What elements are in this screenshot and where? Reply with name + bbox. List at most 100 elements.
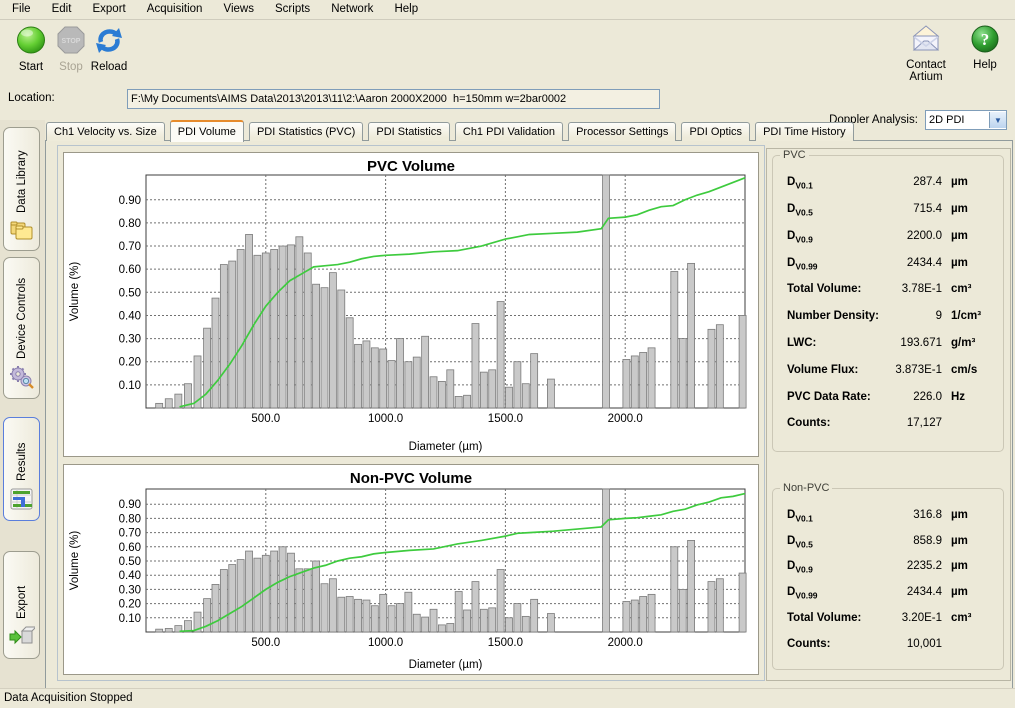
svg-text:0.50: 0.50 xyxy=(119,287,141,299)
stat-value: 316.8 xyxy=(813,509,951,521)
sidebar-item-data-library[interactable]: Data Library xyxy=(3,127,40,251)
gears-icon xyxy=(9,365,35,392)
svg-text:0.90: 0.90 xyxy=(119,195,141,207)
stat-value: 226.0 xyxy=(871,391,951,403)
stat-value: 2235.2 xyxy=(813,560,951,572)
stat-row-dv05: DV0.5 715.4 µm xyxy=(773,203,1003,217)
stat-unit: 1/cm³ xyxy=(951,310,995,322)
help-button[interactable]: ? Help xyxy=(964,24,1006,71)
stat-unit: cm³ xyxy=(951,283,995,295)
envelope-icon xyxy=(908,45,944,57)
stat-subscript: V0.5 xyxy=(795,539,813,549)
reload-icon xyxy=(93,47,125,59)
tab-pdi-optics[interactable]: PDI Optics xyxy=(681,122,750,141)
menu-acquisition[interactable]: Acquisition xyxy=(138,0,212,17)
svg-text:1000.0: 1000.0 xyxy=(368,413,403,425)
stat-row-dv01: DV0.1 287.4 µm xyxy=(773,176,1003,190)
stat-label: Total Volume: xyxy=(787,283,861,295)
menu-help[interactable]: Help xyxy=(385,0,427,17)
svg-text:500.0: 500.0 xyxy=(251,637,280,649)
stat-row-dv01: DV0.1 316.8 µm xyxy=(773,509,1003,523)
stat-row-number-density: Number Density: 9 1/cm³ xyxy=(773,310,1003,324)
pvc-volume-chart: 0.100.200.300.400.500.600.700.800.90500.… xyxy=(63,152,759,457)
non-pvc-stats-title: Non-PVC xyxy=(780,482,832,494)
stat-row-lwc: LWC: 193.671 g/m³ xyxy=(773,337,1003,351)
menu-file[interactable]: File xyxy=(3,0,40,17)
export-icon xyxy=(9,625,35,652)
svg-text:1500.0: 1500.0 xyxy=(488,637,523,649)
tab-ch1-velocity-vs-size[interactable]: Ch1 Velocity vs. Size xyxy=(46,122,165,141)
stat-row-total-volume: Total Volume: 3.78E-1 cm³ xyxy=(773,283,1003,297)
svg-text:0.90: 0.90 xyxy=(119,499,141,511)
location-input[interactable] xyxy=(127,89,660,109)
tab-processor-settings[interactable]: Processor Settings xyxy=(568,122,676,141)
sidebar-item-label: Export xyxy=(16,559,28,619)
location-row: Location: xyxy=(0,88,1015,110)
svg-text:1500.0: 1500.0 xyxy=(488,413,523,425)
stat-value: 2434.4 xyxy=(818,586,951,598)
status-bar: Data Acquisition Stopped xyxy=(0,688,1015,708)
stat-unit: µm xyxy=(951,257,995,269)
stat-value: 17,127 xyxy=(830,417,951,429)
stat-unit: g/m³ xyxy=(951,337,995,349)
toolbar: Start STOP Stop Reload xyxy=(0,20,1015,84)
stat-subscript: V0.99 xyxy=(795,591,817,601)
tab-pdi-time-history[interactable]: PDI Time History xyxy=(755,122,854,141)
svg-text:500.0: 500.0 xyxy=(251,413,280,425)
stat-value: 3.873E-1 xyxy=(858,364,951,376)
stat-value: 3.78E-1 xyxy=(861,283,951,295)
stat-row-dv099: DV0.99 2434.4 µm xyxy=(773,586,1003,600)
menu-bar: File Edit Export Acquisition Views Scrip… xyxy=(0,0,1015,20)
svg-text:0.40: 0.40 xyxy=(119,310,141,322)
svg-text:2000.0: 2000.0 xyxy=(608,637,643,649)
menu-scripts[interactable]: Scripts xyxy=(266,0,319,17)
svg-text:0.50: 0.50 xyxy=(119,556,141,568)
svg-text:0.60: 0.60 xyxy=(119,542,141,554)
non-pvc-volume-chart-title: Non-PVC Volume xyxy=(64,470,758,487)
stat-subscript: V0.1 xyxy=(795,513,813,523)
svg-text:0.30: 0.30 xyxy=(119,584,141,596)
tab-pdi-statistics-pvc[interactable]: PDI Statistics (PVC) xyxy=(249,122,363,141)
pvc-stats-group: PVC DV0.1 287.4 µm DV0.5 715.4 µm DV0.9 … xyxy=(772,155,1004,452)
svg-text:Volume (%): Volume (%) xyxy=(69,531,81,591)
stat-subscript: V0.9 xyxy=(795,234,813,244)
stat-label: Counts: xyxy=(787,638,830,650)
tab-pdi-statistics[interactable]: PDI Statistics xyxy=(368,122,449,141)
svg-text:Volume (%): Volume (%) xyxy=(69,262,81,322)
svg-text:0.10: 0.10 xyxy=(119,380,141,392)
stat-label: Number Density: xyxy=(787,310,879,322)
sidebar-item-results[interactable]: Results xyxy=(3,417,40,521)
location-label: Location: xyxy=(8,92,55,104)
svg-text:0.80: 0.80 xyxy=(119,513,141,525)
stat-value: 10,001 xyxy=(830,638,951,650)
reload-button[interactable]: Reload xyxy=(84,24,134,73)
stat-value: 2200.0 xyxy=(813,230,951,242)
stat-row-counts: Counts: 10,001 xyxy=(773,638,1003,652)
stat-unit: µm xyxy=(951,230,995,242)
non-pvc-stats-group: Non-PVC DV0.1 316.8 µm DV0.5 858.9 µm DV… xyxy=(772,488,1004,670)
start-icon xyxy=(15,47,47,59)
menu-network[interactable]: Network xyxy=(322,0,382,17)
contact-artium-button[interactable]: Contact Artium xyxy=(890,24,962,83)
status-text: Data Acquisition Stopped xyxy=(4,692,133,704)
tab-pdi-volume[interactable]: PDI Volume xyxy=(170,120,244,142)
stat-value: 2434.4 xyxy=(818,257,951,269)
sidebar-item-device-controls[interactable]: Device Controls xyxy=(3,257,40,399)
svg-text:0.80: 0.80 xyxy=(119,218,141,230)
non-pvc-volume-plot: 0.100.200.300.400.500.600.700.800.90500.… xyxy=(64,465,758,674)
tab-ch1-pdi-validation[interactable]: Ch1 PDI Validation xyxy=(455,122,563,141)
stat-unit: Hz xyxy=(951,391,995,403)
pvc-stats-rows: DV0.1 287.4 µm DV0.5 715.4 µm DV0.9 2200… xyxy=(773,170,1003,438)
menu-edit[interactable]: Edit xyxy=(43,0,81,17)
svg-text:0.40: 0.40 xyxy=(119,570,141,582)
doppler-analysis-select[interactable]: 2D PDI ▼ xyxy=(925,110,1007,130)
stat-label: LWC: xyxy=(787,337,816,349)
stat-unit: µm xyxy=(951,560,995,572)
stat-label: Volume Flux: xyxy=(787,364,858,376)
menu-views[interactable]: Views xyxy=(214,0,262,17)
sidebar-item-label: Results xyxy=(16,425,28,481)
stat-unit: µm xyxy=(951,203,995,215)
menu-export[interactable]: Export xyxy=(83,0,134,17)
sidebar-item-export[interactable]: Export xyxy=(3,551,40,659)
left-rail: Data Library Device Controls Results xyxy=(0,120,45,689)
